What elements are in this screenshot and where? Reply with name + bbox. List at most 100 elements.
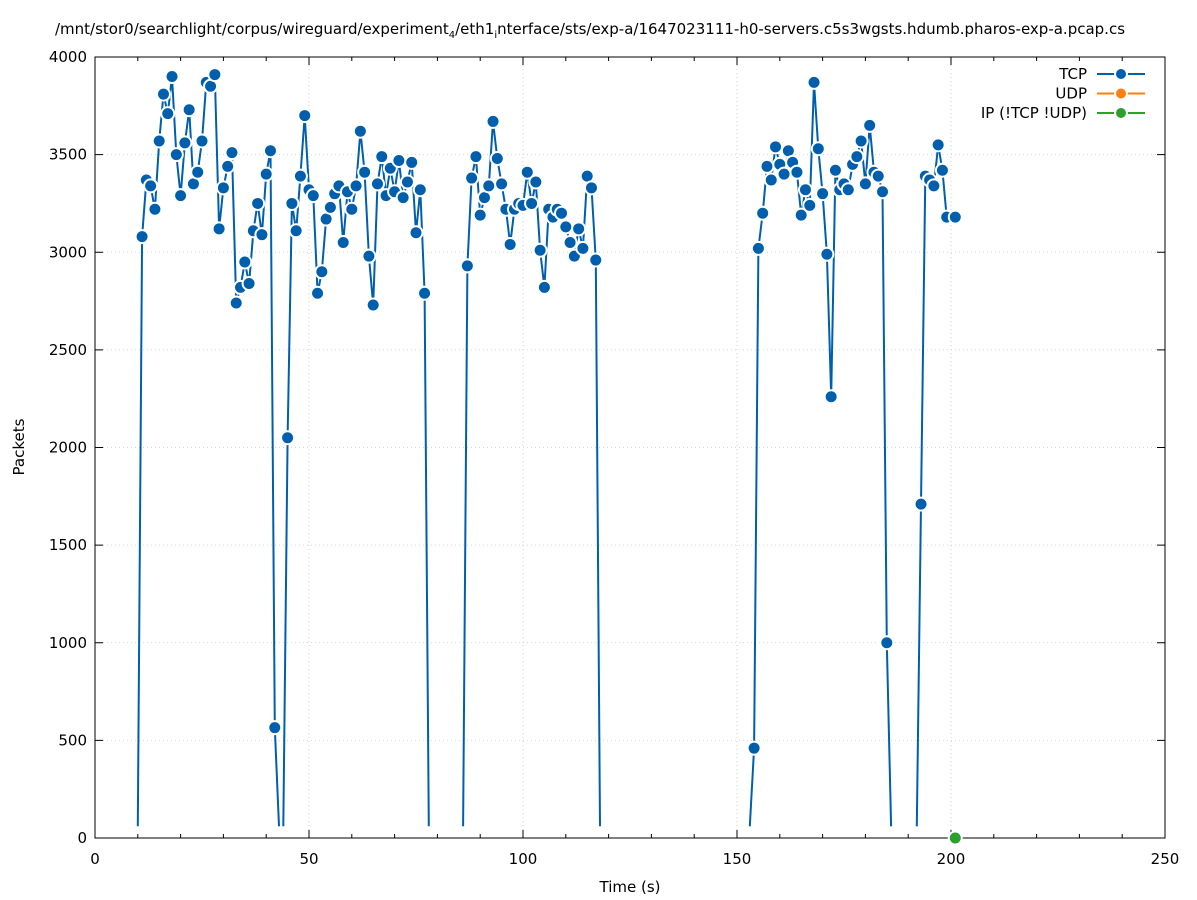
data-point <box>211 221 227 237</box>
y-tick-label: 4000 <box>49 48 87 66</box>
data-point <box>395 190 411 206</box>
data-point <box>310 285 326 301</box>
data-point <box>819 246 835 262</box>
data-point <box>194 133 210 149</box>
data-point <box>870 168 886 184</box>
data-point <box>314 264 330 280</box>
data-point <box>528 174 544 190</box>
x-tick-label: 0 <box>90 850 100 868</box>
series-tcp <box>134 67 963 827</box>
data-point <box>558 219 574 235</box>
data-point <box>840 182 856 198</box>
y-tick-label: 1000 <box>49 634 87 652</box>
data-point <box>588 252 604 268</box>
series-layer <box>134 67 963 846</box>
data-point <box>151 133 167 149</box>
data-point <box>374 149 390 165</box>
data-point <box>335 234 351 250</box>
data-point <box>802 197 818 213</box>
data-point <box>143 178 159 194</box>
data-point <box>284 195 300 211</box>
y-tick-label: 3000 <box>49 243 87 261</box>
data-point <box>536 279 552 295</box>
data-point <box>228 295 244 311</box>
data-point <box>399 174 415 190</box>
series-line <box>136 74 280 827</box>
x-tick-label: 100 <box>509 850 538 868</box>
data-point <box>583 180 599 196</box>
data-point <box>147 201 163 217</box>
data-point <box>857 176 873 192</box>
data-point <box>489 151 505 167</box>
data-point <box>519 164 535 180</box>
y-tick-label: 500 <box>58 731 87 749</box>
data-point <box>417 285 433 301</box>
data-point <box>853 133 869 149</box>
data-point <box>947 209 963 225</box>
data-point <box>258 166 274 182</box>
y-tick-label: 2500 <box>49 341 87 359</box>
data-point <box>220 158 236 174</box>
series-line <box>282 115 430 827</box>
legend-swatch-marker <box>1114 106 1128 120</box>
data-point <box>485 113 501 129</box>
axis-ticks <box>94 56 1166 839</box>
data-point <box>776 166 792 182</box>
data-point <box>305 188 321 204</box>
data-point <box>554 205 570 221</box>
data-point <box>575 240 591 256</box>
data-point <box>348 178 364 194</box>
data-point <box>134 229 150 245</box>
data-point <box>464 170 480 186</box>
data-point <box>190 164 206 180</box>
tick-labels: 0 50 100 150 200 2500500100015002000250030003… <box>49 48 1180 868</box>
data-point <box>207 67 223 83</box>
legend-swatch-marker <box>1114 86 1128 101</box>
data-point <box>215 180 231 196</box>
chart-title: /mnt/stor0/searchlight/corpus/wireguard/… <box>55 20 1126 41</box>
data-point <box>810 141 826 157</box>
data-point <box>357 164 373 180</box>
data-point <box>746 740 762 756</box>
data-point <box>408 225 424 241</box>
data-point <box>879 635 895 651</box>
data-point <box>494 176 510 192</box>
data-point <box>237 254 253 270</box>
x-axis-label: Time (s) <box>599 878 661 896</box>
data-point <box>815 186 831 202</box>
series-ip-tcp-udp <box>947 830 963 846</box>
data-point <box>168 147 184 163</box>
data-point <box>352 123 368 139</box>
legend-label: UDP <box>1055 85 1087 103</box>
series-line <box>915 144 956 827</box>
data-point <box>930 137 946 153</box>
data-point <box>934 162 950 178</box>
data-point <box>789 164 805 180</box>
data-point <box>181 102 197 118</box>
data-point <box>288 223 304 239</box>
data-point <box>459 258 475 274</box>
y-tick-label: 1500 <box>49 536 87 554</box>
data-point <box>369 176 385 192</box>
grid-lines <box>95 57 1165 838</box>
x-tick-label: 250 <box>1151 850 1180 868</box>
data-point <box>297 108 313 124</box>
data-point <box>562 234 578 250</box>
data-point <box>849 149 865 165</box>
data-point <box>755 205 771 221</box>
data-point <box>173 188 189 204</box>
data-point <box>793 207 809 223</box>
legend-swatch-marker <box>1114 67 1128 81</box>
y-axis-label: Packets <box>10 418 28 475</box>
data-point <box>361 248 377 264</box>
data-point <box>254 227 270 243</box>
y-tick-label: 0 <box>77 829 87 847</box>
data-point <box>241 275 257 291</box>
x-tick-label: 150 <box>723 850 752 868</box>
data-point <box>468 149 484 165</box>
data-point <box>913 496 929 512</box>
data-point <box>164 69 180 85</box>
data-point <box>391 152 407 168</box>
